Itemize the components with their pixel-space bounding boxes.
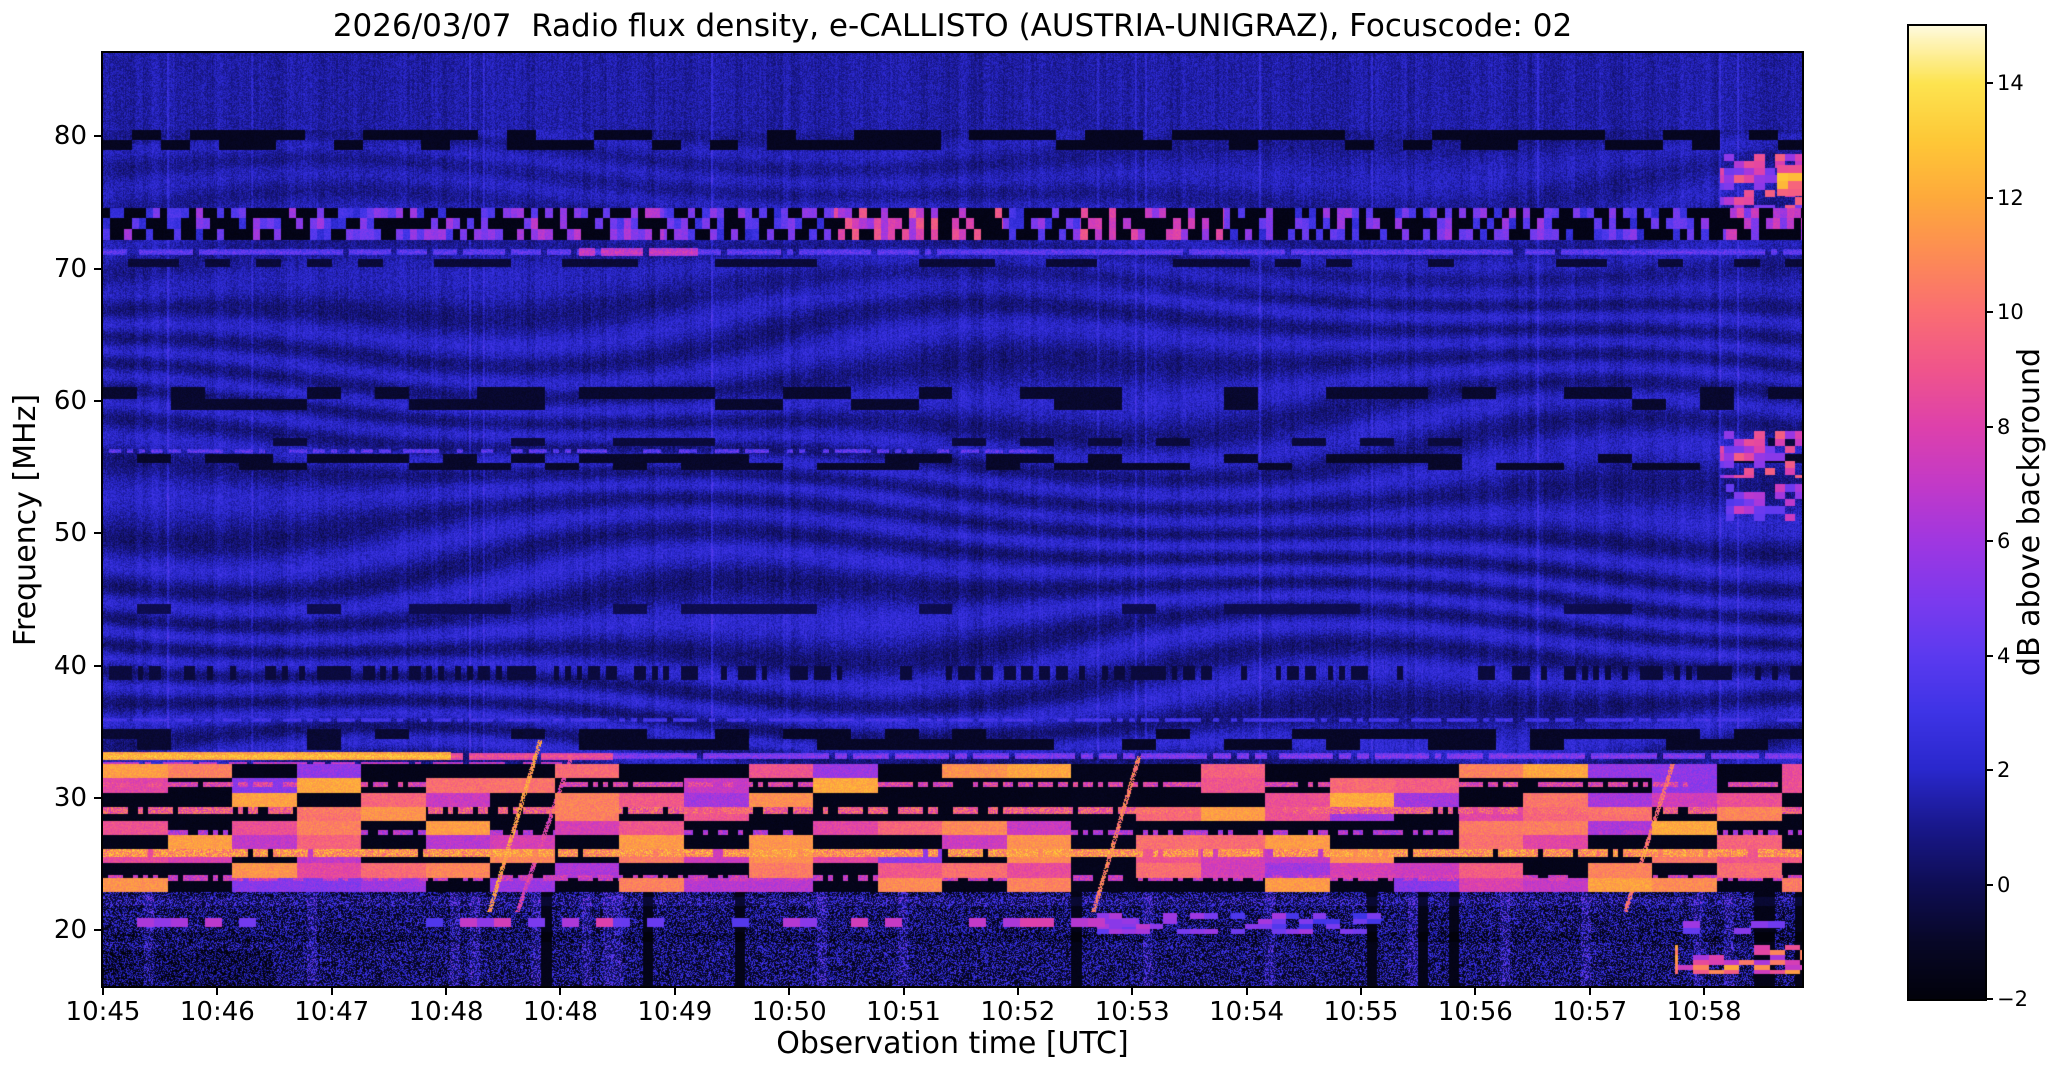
y-tick: [94, 532, 103, 535]
colorbar-tick: [1985, 998, 1993, 1000]
x-tick: [102, 986, 104, 995]
colorbar-tick: [1985, 769, 1993, 772]
x-tick-label: 10:54: [1209, 997, 1285, 1027]
colorbar-tick: [1985, 654, 1993, 657]
colorbar-tick-label: −2: [1997, 987, 2028, 1011]
x-tick-label: 10:45: [65, 997, 141, 1027]
colorbar-canvas: [1909, 26, 1985, 999]
x-tick-label: 10:49: [637, 997, 713, 1027]
colorbar-tick-label: 6: [1997, 529, 2011, 554]
x-tick-label: 10:55: [1323, 997, 1399, 1027]
y-tick: [94, 267, 103, 270]
x-tick-label: 10:50: [751, 997, 827, 1027]
y-tick-label: 50: [53, 518, 87, 549]
x-tick-label: 10:51: [866, 997, 941, 1027]
x-tick-label: 10:46: [179, 997, 255, 1027]
y-tick: [94, 797, 103, 800]
x-tick: [788, 986, 791, 995]
x-tick: [1245, 986, 1248, 995]
x-tick: [559, 986, 562, 995]
x-tick: [330, 986, 333, 995]
colorbar-tick: [1985, 82, 1993, 85]
colorbar-tick: [1985, 196, 1993, 199]
colorbar-tick-label: 4: [1997, 643, 2011, 668]
y-tick-label: 80: [53, 121, 87, 152]
colorbar-tick: [1985, 425, 1993, 428]
x-tick-label: 10:53: [1094, 997, 1170, 1027]
colorbar-tick-label: 14: [1997, 71, 2024, 96]
y-tick-label: 70: [53, 253, 87, 284]
x-tick: [1474, 986, 1477, 995]
x-tick: [445, 986, 448, 995]
x-tick-label: 10:47: [294, 997, 370, 1027]
x-tick: [1588, 986, 1591, 995]
colorbar-tick-label: 10: [1997, 300, 2024, 325]
colorbar-tick-label: 2: [1997, 758, 2011, 783]
y-tick: [94, 400, 103, 403]
chart-title: 2026/03/07 Radio flux density, e-CALLIST…: [332, 8, 1573, 44]
x-tick-label: 10:58: [1666, 997, 1742, 1027]
y-tick: [94, 135, 103, 138]
x-tick: [1359, 986, 1362, 995]
x-tick: [1131, 986, 1134, 995]
x-tick: [216, 986, 219, 995]
x-tick: [1016, 986, 1019, 995]
x-tick-label: 10:48: [522, 997, 598, 1027]
x-tick-label: 10:56: [1437, 997, 1513, 1027]
colorbar-tick-label: 8: [1997, 414, 2011, 439]
colorbar-tick: [1985, 883, 1993, 886]
y-tick-label: 30: [53, 783, 87, 814]
y-tick-label: 40: [53, 650, 87, 681]
spectrogram-canvas: [103, 53, 1802, 986]
y-tick-label: 20: [53, 915, 87, 946]
x-axis-label: Observation time [UTC]: [776, 1026, 1129, 1061]
colorbar-tick: [1985, 540, 1993, 543]
y-tick: [94, 929, 103, 932]
colorbar-tick-label: 12: [1997, 185, 2024, 210]
x-tick-label: 10:57: [1552, 997, 1628, 1027]
y-tick-label: 60: [53, 386, 87, 417]
colorbar-tick: [1985, 311, 1993, 314]
x-tick-label: 10:48: [408, 997, 484, 1027]
x-tick: [673, 986, 676, 995]
x-tick: [902, 986, 905, 995]
x-tick-label: 10:52: [980, 997, 1056, 1027]
x-tick: [1703, 986, 1706, 995]
y-tick: [94, 664, 103, 667]
colorbar-tick-label: 0: [1997, 872, 2011, 897]
